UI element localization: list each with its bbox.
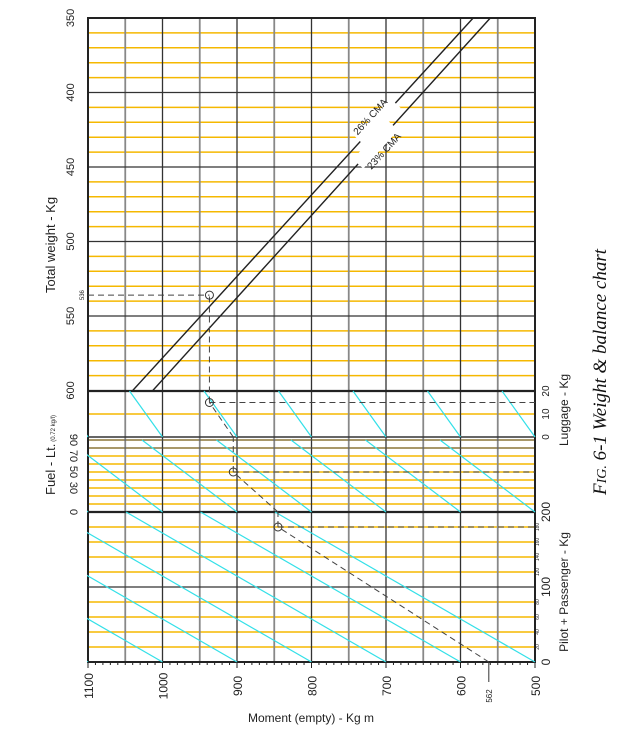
x-tick-label: 500 [529, 676, 543, 696]
x-tick-label: 900 [231, 676, 245, 696]
example-point [273, 522, 283, 532]
example-path-fuel [232, 471, 279, 513]
reference-line-pilot [200, 511, 461, 663]
example-point [204, 290, 214, 300]
chart-title: FIG. 6-1 Weight & balance chart [590, 248, 611, 496]
reference-line-fuel [290, 439, 387, 513]
pilot-minor-tick-label: 40 [535, 629, 541, 635]
example-path-luggage [209, 402, 234, 438]
fuel-tick-label: 0 [67, 509, 79, 515]
pilot-minor-tick-label: 180 [535, 523, 541, 532]
cma-label-bg [352, 120, 399, 169]
pilot-tick-label: 200 [539, 502, 553, 522]
pilot-axis-title: Pilot + Passenger - Kg [557, 532, 571, 652]
reference-line-fuel [216, 439, 312, 513]
weight-tick-label: 400 [65, 83, 77, 101]
reference-line-pilot [51, 511, 312, 663]
example-point [228, 467, 238, 477]
total-weight-marker-label: 536 [80, 289, 86, 300]
x-axis-title: Moment (empty) - Kg m [248, 711, 374, 725]
example-point [204, 398, 214, 407]
fuel-tick-label: 70 [67, 450, 79, 462]
reference-line-luggage [501, 390, 536, 438]
pilot-minor-tick-label: 60 [535, 614, 541, 620]
pilot-minor-tick-label: 120 [535, 568, 541, 577]
x-tick-label: 600 [455, 676, 469, 696]
reference-line-fuel [141, 439, 238, 513]
fuel-axis-title-density: (0.72 kg/l) [51, 415, 57, 442]
reference-line-pilot [125, 511, 387, 663]
plot-mask-left [0, 18, 87, 664]
cma-line [152, 17, 491, 391]
x-tick-label: 1000 [157, 672, 171, 699]
weight-tick-label: 500 [65, 232, 77, 250]
reference-line-luggage [352, 390, 387, 438]
empty-moment-label: 562 [485, 689, 494, 703]
luggage-tick-label: 0 [541, 434, 552, 440]
fuel-tick-label: 50 [67, 466, 79, 478]
x-tick-label: 700 [380, 676, 394, 696]
reference-line-fuel [365, 439, 461, 513]
cma-label-bg [355, 98, 401, 147]
fuel-tick-label: 90 [67, 434, 79, 446]
reference-line-luggage [129, 390, 163, 438]
fuel-tick-label: 30 [67, 482, 79, 494]
reference-line-pilot [274, 511, 536, 663]
x-tick-label: 1100 [82, 673, 96, 699]
reference-line-luggage [278, 390, 312, 438]
luggage-tick-label: 10 [541, 408, 552, 420]
pilot-tick-label: 0 [539, 658, 553, 665]
cma-line [132, 17, 474, 391]
luggage-tick-label: 20 [541, 385, 552, 397]
example-path-pilot [277, 526, 490, 663]
weight-tick-label: 350 [65, 9, 77, 27]
pilot-tick-label: 100 [539, 577, 553, 597]
reference-line-fuel [439, 439, 536, 513]
weight-tick-label: 600 [65, 381, 77, 399]
y-axis-title: Total weight - Kg [43, 197, 58, 293]
fuel-axis-title-main: Fuel - Lt. [43, 444, 58, 495]
weight-tick-label: 550 [65, 307, 77, 325]
pilot-minor-tick-label: 160 [535, 538, 541, 547]
pilot-minor-tick-label: 20 [535, 644, 541, 650]
pilot-minor-tick-label: 80 [535, 599, 541, 605]
pilot-minor-tick-label: 140 [535, 553, 541, 562]
luggage-axis-title: Luggage - Kg [557, 374, 571, 446]
fuel-axis-title: Fuel - Lt. (0.72 kg/l) [43, 415, 58, 495]
x-tick-label: 800 [306, 676, 320, 696]
weight-tick-label: 450 [65, 158, 77, 176]
reference-line-luggage [427, 390, 461, 438]
